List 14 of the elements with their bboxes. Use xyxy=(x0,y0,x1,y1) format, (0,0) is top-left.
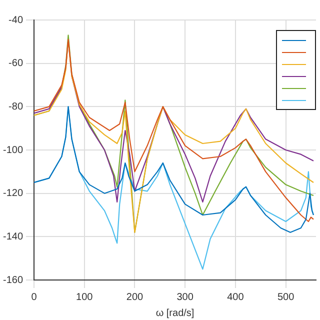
y-tick-label: -160 xyxy=(3,274,24,286)
x-axis-title: ω [rad/s] xyxy=(156,308,194,319)
y-tick-label: -60 xyxy=(8,58,24,70)
x-tick-label: 400 xyxy=(227,292,244,303)
y-tick-label: -80 xyxy=(8,101,24,112)
x-tick-label: 0 xyxy=(31,292,38,303)
y-tick-label: -40 xyxy=(8,14,24,26)
y-tick-label: -100 xyxy=(3,144,24,156)
x-tick-label: 500 xyxy=(277,292,295,303)
x-tick-label: 100 xyxy=(76,292,94,303)
y-tick-label: -120 xyxy=(3,188,24,200)
x-tick-label: 200 xyxy=(126,292,144,303)
x-tick-label: 300 xyxy=(176,292,194,303)
y-tick-label: -140 xyxy=(3,231,24,242)
